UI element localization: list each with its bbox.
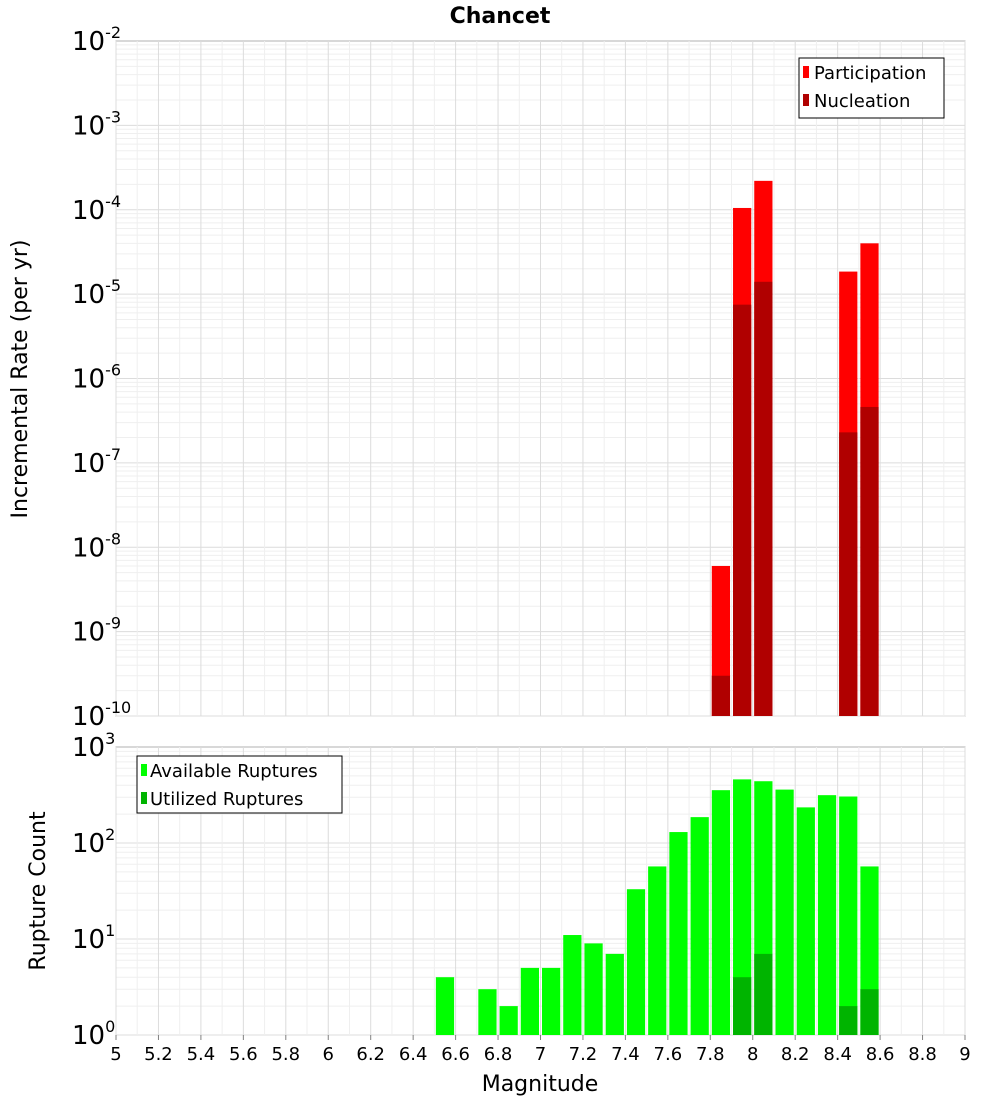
x-tick-label: 8.8 xyxy=(908,1044,937,1065)
top-bar-series2 xyxy=(839,432,858,716)
bottom-bar-series2 xyxy=(839,1006,858,1035)
bottom-y-tick-label: 103 xyxy=(72,729,115,763)
top-bar-series2 xyxy=(733,304,752,716)
x-tick-label: 6.2 xyxy=(356,1044,385,1065)
x-tick-label: 6.4 xyxy=(399,1044,428,1065)
top-legend-box xyxy=(798,57,945,119)
x-tick-label: 8.6 xyxy=(866,1044,895,1065)
legend-utilized-swatch xyxy=(141,792,147,804)
top-y-tick-labels: 10-10 10-9 10-8 10-7 10-6 10-5 10-4 10-3 10-2 xyxy=(72,23,131,732)
x-tick-label: 5.6 xyxy=(229,1044,258,1065)
x-tick-label: 8.4 xyxy=(823,1044,852,1065)
x-tick-label: 9 xyxy=(959,1044,970,1065)
bottom-bar-series1 xyxy=(796,807,815,1035)
x-tick-label: 6.6 xyxy=(441,1044,470,1065)
legend-nucleation-swatch xyxy=(803,94,809,106)
bottom-bar-series1 xyxy=(499,1006,518,1035)
top-y-tick-label: 10-7 xyxy=(72,445,121,479)
bottom-bar-series1 xyxy=(711,790,731,1035)
bottom-bar-series1 xyxy=(733,779,752,1035)
bottom-bar-series1 xyxy=(839,796,858,1035)
top-bar-series2 xyxy=(711,675,731,716)
legend-nucleation-label: Nucleation xyxy=(814,91,910,112)
bottom-bar-series1 xyxy=(563,935,582,1035)
bottom-bar-series1 xyxy=(478,989,497,1035)
x-tick-label: 5 xyxy=(110,1044,121,1065)
x-tick-label: 5.4 xyxy=(187,1044,216,1065)
x-tick-label: 8.2 xyxy=(781,1044,810,1065)
x-tick-label: 7 xyxy=(535,1044,546,1065)
bottom-bar-series1 xyxy=(817,795,837,1035)
x-tick-label: 7.4 xyxy=(611,1044,640,1065)
top-y-tick-label: 10-2 xyxy=(72,23,121,57)
bottom-bar-series1 xyxy=(542,967,561,1035)
chart-title: Chancet xyxy=(450,4,551,29)
bottom-bar-series1 xyxy=(520,967,539,1035)
top-gridlines xyxy=(115,41,966,717)
bottom-bar-series1 xyxy=(775,789,794,1035)
legend-available-swatch xyxy=(141,764,147,776)
bottom-bar-series2 xyxy=(754,953,773,1035)
x-tick-label: 5.2 xyxy=(144,1044,173,1065)
bottom-y-tick-label: 102 xyxy=(72,825,115,859)
legend-utilized-label: Utilized Ruptures xyxy=(150,789,303,810)
top-y-tick-label: 10-8 xyxy=(72,529,121,563)
top-y-tick-label: 10-9 xyxy=(72,614,121,648)
x-tick-label: 7.6 xyxy=(654,1044,683,1065)
top-y-tick-label: 10-6 xyxy=(72,361,121,395)
top-legend: Participation Nucleation xyxy=(798,57,945,119)
x-tick-label: 6 xyxy=(323,1044,334,1065)
x-tick-label: 5.8 xyxy=(271,1044,300,1065)
bottom-legend-box xyxy=(136,755,343,814)
bottom-bar-series1 xyxy=(584,943,603,1035)
top-y-axis-label: Incremental Rate (per yr) xyxy=(8,240,33,519)
bottom-bar-series1 xyxy=(648,866,667,1035)
top-y-tick-label: 10-5 xyxy=(72,276,121,310)
bottom-bar-series1 xyxy=(605,953,624,1035)
x-tick-label: 7.2 xyxy=(569,1044,598,1065)
x-tick-label: 7.8 xyxy=(696,1044,725,1065)
top-bar-series2 xyxy=(754,281,773,716)
legend-participation-swatch xyxy=(803,66,809,78)
top-y-tick-label: 10-4 xyxy=(72,192,121,226)
x-tick-label: 6.8 xyxy=(484,1044,513,1065)
bottom-bar-series1 xyxy=(669,832,688,1035)
bottom-bar-series1 xyxy=(626,889,646,1035)
top-y-tick-label: 10-3 xyxy=(72,107,121,141)
bottom-bars xyxy=(435,779,879,1035)
bottom-bar-series2 xyxy=(733,977,752,1035)
bottom-legend: Available Ruptures Utilized Ruptures xyxy=(136,755,343,814)
bottom-y-axis-label: Rupture Count xyxy=(26,811,51,971)
x-tick-label: 8 xyxy=(747,1044,758,1065)
bottom-bar-series2 xyxy=(860,989,879,1035)
bottom-y-tick-label: 100 xyxy=(72,1017,115,1051)
legend-participation-label: Participation xyxy=(814,63,926,84)
bottom-y-tick-label: 101 xyxy=(72,921,115,955)
legend-available-label: Available Ruptures xyxy=(150,761,318,782)
top-bars xyxy=(711,180,879,717)
top-bar-series2 xyxy=(860,406,879,716)
bottom-bar-series1 xyxy=(435,977,455,1035)
bottom-bar-series1 xyxy=(690,817,709,1035)
x-tick-labels: 5 5.2 5.4 5.6 5.8 6 6.2 6.4 6.6 6.8 7 7.2 7.4 7.6 7.8 8… xyxy=(110,1035,971,1065)
x-axis-label: Magnitude xyxy=(482,1072,599,1097)
bottom-y-tick-labels: 100 101 102 103 xyxy=(72,729,115,1051)
top-y-tick-label: 10-10 xyxy=(72,698,131,732)
